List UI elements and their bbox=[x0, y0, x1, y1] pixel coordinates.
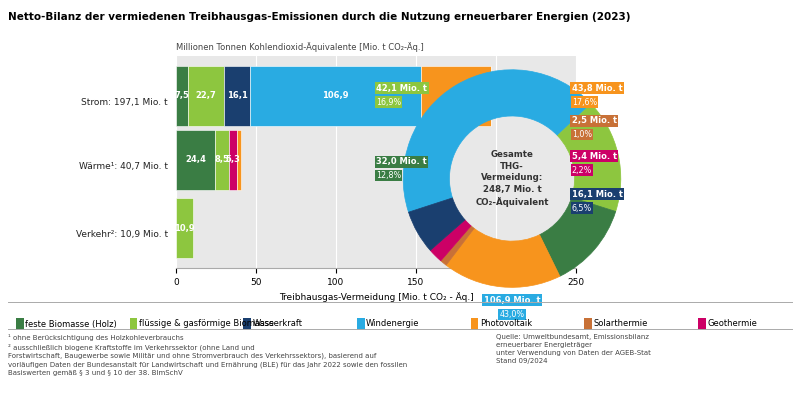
Text: 43,8 Mio. t: 43,8 Mio. t bbox=[572, 84, 622, 93]
Bar bbox=[224, 66, 250, 126]
Text: 7,5: 7,5 bbox=[174, 91, 190, 100]
X-axis label: Treibhausgas-Vermeidung [Mio. t CO₂ - Äq.]: Treibhausgas-Vermeidung [Mio. t CO₂ - Äq… bbox=[278, 292, 474, 302]
Text: Windenergie: Windenergie bbox=[366, 320, 420, 328]
Bar bbox=[229, 130, 237, 190]
Text: 8,5: 8,5 bbox=[214, 155, 230, 164]
Text: 17,6%: 17,6% bbox=[572, 98, 597, 107]
FancyBboxPatch shape bbox=[357, 318, 365, 330]
Text: 22,7: 22,7 bbox=[196, 91, 217, 100]
Text: 6,5%: 6,5% bbox=[572, 204, 592, 213]
Wedge shape bbox=[409, 198, 465, 250]
Text: 43,0%: 43,0% bbox=[499, 310, 525, 319]
Text: 2,2%: 2,2% bbox=[572, 166, 592, 175]
Bar bbox=[176, 66, 188, 126]
FancyBboxPatch shape bbox=[698, 318, 706, 330]
Text: Verkehr²: 10,9 Mio. t: Verkehr²: 10,9 Mio. t bbox=[76, 230, 168, 238]
Wedge shape bbox=[558, 104, 621, 212]
Text: Solarthermie: Solarthermie bbox=[594, 320, 648, 328]
Text: 16,1: 16,1 bbox=[226, 91, 248, 100]
Text: 16,9%: 16,9% bbox=[376, 98, 402, 107]
FancyBboxPatch shape bbox=[130, 318, 138, 330]
Wedge shape bbox=[403, 70, 591, 212]
Bar bbox=[250, 66, 421, 126]
Text: 10,9: 10,9 bbox=[174, 224, 195, 233]
Bar bbox=[188, 66, 224, 126]
Wedge shape bbox=[430, 220, 471, 261]
Text: 106,9: 106,9 bbox=[322, 91, 349, 100]
Text: ¹ ohne Berücksichtigung des Holzkohleverbrauchs
² ausschließlich biogene Kraftst: ¹ ohne Berücksichtigung des Holzkohlever… bbox=[8, 334, 407, 376]
Text: 16,1 Mio. t: 16,1 Mio. t bbox=[572, 190, 623, 199]
Text: 2,5 Mio. t: 2,5 Mio. t bbox=[572, 116, 617, 125]
Text: 24,4: 24,4 bbox=[185, 155, 206, 164]
Bar bbox=[176, 130, 215, 190]
Text: 42,1 Mio. t: 42,1 Mio. t bbox=[376, 84, 427, 93]
Text: Geothermie: Geothermie bbox=[707, 320, 757, 328]
FancyBboxPatch shape bbox=[16, 318, 24, 330]
Bar bbox=[215, 130, 229, 190]
Text: Wasserkraft: Wasserkraft bbox=[253, 320, 302, 328]
FancyBboxPatch shape bbox=[470, 318, 478, 330]
Wedge shape bbox=[446, 228, 560, 287]
Bar bbox=[421, 66, 491, 126]
Bar bbox=[176, 198, 194, 258]
Text: flüssige & gasförmige Biomasse: flüssige & gasförmige Biomasse bbox=[139, 320, 274, 328]
Text: Netto-Bilanz der vermiedenen Treibhausgas-Emissionen durch die Nutzung erneuerba: Netto-Bilanz der vermiedenen Treibhausga… bbox=[8, 12, 630, 22]
Text: 12,8%: 12,8% bbox=[376, 171, 402, 180]
Text: 43,8: 43,8 bbox=[446, 91, 466, 100]
FancyBboxPatch shape bbox=[584, 318, 592, 330]
Text: 5,4 Mio. t: 5,4 Mio. t bbox=[572, 152, 617, 161]
Text: Strom: 197,1 Mio. t: Strom: 197,1 Mio. t bbox=[82, 98, 168, 107]
Text: 5,3: 5,3 bbox=[226, 155, 240, 164]
Text: 106,9 Mio. t: 106,9 Mio. t bbox=[484, 296, 540, 305]
Text: Wärme¹: 40,7 Mio. t: Wärme¹: 40,7 Mio. t bbox=[79, 162, 168, 171]
Text: Photovoltaik: Photovoltaik bbox=[480, 320, 532, 328]
FancyBboxPatch shape bbox=[243, 318, 251, 330]
Wedge shape bbox=[441, 226, 474, 265]
Text: Millionen Tonnen Kohlendioxid-Äquivalente [Mio. t CO₂-Äq.]: Millionen Tonnen Kohlendioxid-Äquivalent… bbox=[176, 42, 424, 52]
Text: 32,0 Mio. t: 32,0 Mio. t bbox=[376, 157, 426, 166]
Text: Quelle: Umweltbundesamt, Emissionsbilanz
erneuerbarer Energieträger
unter Verwen: Quelle: Umweltbundesamt, Emissionsbilanz… bbox=[496, 334, 651, 364]
Text: Gesamte
THG-
Vermeidung:
248,7 Mio. t
CO₂-Äquivalent: Gesamte THG- Vermeidung: 248,7 Mio. t CO… bbox=[475, 150, 549, 207]
Text: feste Biomasse (Holz): feste Biomasse (Holz) bbox=[25, 320, 117, 328]
Wedge shape bbox=[539, 198, 616, 276]
Bar bbox=[237, 130, 241, 190]
Text: 1,0%: 1,0% bbox=[572, 130, 592, 139]
